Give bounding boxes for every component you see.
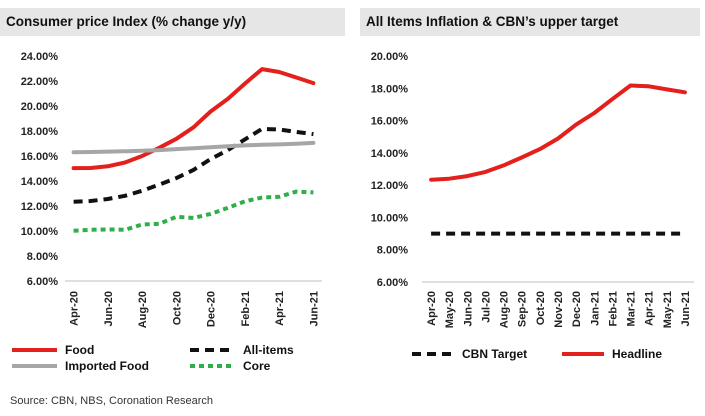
- x-tick-label: Jun-20: [103, 291, 115, 326]
- series-line-all-items: [73, 126, 314, 204]
- y-tick-label: 18.00%: [371, 83, 409, 95]
- left-chart-title: Consumer price Index (% change y/y): [0, 8, 345, 36]
- legend-label-food: Food: [65, 343, 94, 357]
- y-tick-label: 22.00%: [21, 76, 59, 88]
- x-tick-label: Feb-21: [607, 291, 619, 326]
- y-tick-label: 16.00%: [371, 116, 409, 128]
- y-tick-label: 8.00%: [377, 245, 408, 257]
- x-tick-label: Dec-20: [206, 291, 218, 327]
- y-tick-label: 24.00%: [21, 51, 59, 63]
- legend-label-headline: Headline: [612, 347, 662, 361]
- legend-label-all-items: All-items: [243, 343, 294, 357]
- y-tick-label: 20.00%: [21, 101, 59, 113]
- y-tick-label: 10.00%: [21, 226, 59, 238]
- x-tick-label: Sep-20: [517, 291, 529, 327]
- x-tick-label: Jun-20: [462, 291, 474, 326]
- legend-label-cbn-target: CBN Target: [462, 347, 527, 361]
- x-tick-label: Jan-21: [589, 291, 601, 326]
- x-tick-label: Apr-21: [644, 291, 656, 326]
- legend-label-imported-food: Imported Food: [65, 359, 149, 373]
- x-tick-label: Mar-21: [626, 291, 638, 326]
- x-tick-label: Aug-20: [499, 291, 511, 328]
- y-tick-label: 14.00%: [21, 176, 59, 188]
- y-tick-label: 6.00%: [377, 277, 408, 289]
- x-tick-label: Aug-20: [137, 291, 149, 328]
- right-chart-title: All Items Inflation & CBN’s upper target: [360, 8, 700, 36]
- y-tick-label: 18.00%: [21, 126, 59, 138]
- series-line-core: [73, 189, 314, 233]
- x-tick-label: Apr-21: [274, 291, 286, 326]
- x-tick-label: Oct-20: [171, 291, 183, 325]
- x-tick-label: Oct-20: [535, 291, 547, 325]
- x-tick-label: May-20: [444, 291, 456, 328]
- y-tick-label: 12.00%: [371, 180, 409, 192]
- x-tick-label: May-21: [662, 291, 674, 328]
- y-tick-label: 6.00%: [27, 276, 58, 288]
- x-tick-label: Apr-20: [426, 291, 438, 326]
- y-tick-label: 8.00%: [27, 251, 58, 263]
- source-note: Source: CBN, NBS, Coronation Research: [10, 395, 213, 407]
- y-tick-label: 20.00%: [371, 51, 409, 63]
- x-tick-label: Nov-20: [553, 291, 565, 328]
- series-line-imported-food: [71, 140, 316, 155]
- series-line-headline: [429, 83, 687, 182]
- x-tick-label: Feb-21: [240, 291, 252, 326]
- x-tick-label: Apr-20: [69, 291, 81, 326]
- x-tick-label: Dec-20: [571, 291, 583, 327]
- legend-label-core: Core: [243, 359, 271, 373]
- x-tick-label: Jul-20: [480, 291, 492, 323]
- x-tick-label: Jun-21: [308, 291, 320, 326]
- series-line-food: [71, 67, 316, 171]
- y-tick-label: 10.00%: [371, 212, 409, 224]
- y-tick-label: 16.00%: [21, 151, 59, 163]
- y-tick-label: 12.00%: [21, 201, 59, 213]
- x-tick-label: Jun-21: [680, 291, 692, 326]
- y-tick-label: 14.00%: [371, 148, 409, 160]
